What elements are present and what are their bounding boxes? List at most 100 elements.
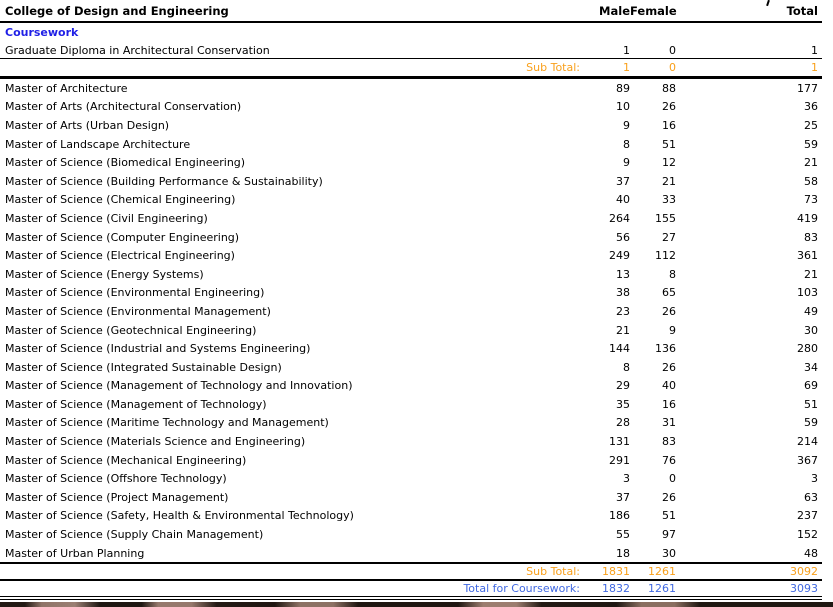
program-name: Master of Architecture	[5, 81, 128, 95]
table-row: Master of Science (Energy Systems) 13 8 21	[0, 265, 822, 284]
col-header-female: Female	[630, 3, 677, 18]
female-count: 136	[655, 342, 676, 356]
program-name: Master of Science (Management of Technol…	[5, 379, 353, 393]
female-count: 26	[662, 304, 676, 318]
male-count: 35	[616, 397, 630, 411]
female-count: 155	[655, 211, 676, 225]
total-count: 367	[797, 453, 818, 467]
male-count: 131	[609, 435, 630, 449]
table-row: Master of Arts (Architectural Conservati…	[0, 98, 822, 117]
program-name: Master of Science (Electrical Engineerin…	[5, 249, 235, 263]
table-row: Master of Science (Maritime Technology a…	[0, 414, 822, 433]
female-count: 26	[662, 360, 676, 374]
table-row: Master of Science (Chemical Engineering)…	[0, 191, 822, 210]
male-count: 29	[616, 379, 630, 393]
total-count: 21	[804, 267, 818, 281]
program-name: Master of Science (Energy Systems)	[5, 267, 204, 281]
table-row: Master of Arts (Urban Design) 9 16 25	[0, 116, 822, 135]
total-count: 25	[804, 118, 818, 132]
female-count: 1261	[648, 565, 676, 579]
male-count: 1	[623, 43, 630, 57]
female-count: 16	[662, 118, 676, 132]
female-count: 40	[662, 379, 676, 393]
female-count: 27	[662, 230, 676, 244]
male-count: 18	[616, 546, 630, 560]
program-name: Sub Total:	[526, 61, 580, 74]
male-count: 1831	[602, 565, 630, 579]
male-count: 1	[623, 61, 630, 74]
table-row: Master of Science (Project Management) 37…	[0, 488, 822, 507]
enrolment-table: College of Design and Engineering Male F…	[0, 0, 822, 601]
male-count: 37	[616, 174, 630, 188]
male-count: 55	[616, 528, 630, 542]
subtotal-row: Sub Total: 1 0 1	[0, 58, 822, 79]
program-name: Master of Science (Environmental Enginee…	[5, 286, 265, 300]
female-count: 0	[669, 43, 676, 57]
table-row: Master of Science (Building Performance …	[0, 172, 822, 191]
total-count: 1	[811, 43, 818, 57]
male-count: 89	[616, 81, 630, 95]
section-header-row: Coursework	[0, 23, 822, 42]
total-count: 361	[797, 249, 818, 263]
female-count: 33	[662, 193, 676, 207]
male-count: 38	[616, 286, 630, 300]
male-count: 23	[616, 304, 630, 318]
total-count: 3092	[790, 565, 818, 579]
female-count: 0	[669, 472, 676, 486]
female-count: 97	[662, 528, 676, 542]
table-row: Master of Urban Planning 18 30 48	[0, 544, 822, 563]
program-name: Master of Science (Geotechnical Engineer…	[5, 323, 257, 337]
female-count: 26	[662, 100, 676, 114]
female-count: 9	[669, 323, 676, 337]
table-row: Master of Science (Management of Technol…	[0, 377, 822, 396]
program-name: Master of Science (Industrial and System…	[5, 342, 311, 356]
table-row: Master of Architecture 89 88 177	[0, 79, 822, 98]
female-count: 30	[662, 546, 676, 560]
female-count: 26	[662, 490, 676, 504]
table-header: College of Design and Engineering Male F…	[0, 0, 822, 23]
cropped-next-section-strip	[0, 602, 833, 607]
total-count: 69	[804, 379, 818, 393]
male-count: 40	[616, 193, 630, 207]
male-count: 9	[623, 118, 630, 132]
female-count: 0	[669, 61, 676, 74]
female-count: 51	[662, 137, 676, 151]
table-row: Graduate Diploma in Architectural Conser…	[0, 42, 822, 58]
male-count: 13	[616, 267, 630, 281]
male-count: 3	[623, 472, 630, 486]
program-name: Master of Science (Integrated Sustainabl…	[5, 360, 282, 374]
total-count: 34	[804, 360, 818, 374]
total-count: 3093	[790, 581, 818, 595]
female-count: 21	[662, 174, 676, 188]
total-count: 51	[804, 397, 818, 411]
program-name: Master of Science (Mechanical Engineerin…	[5, 453, 247, 467]
program-name: Sub Total:	[526, 565, 580, 579]
total-count: 152	[797, 528, 818, 542]
total-count: 419	[797, 211, 818, 225]
program-name: Master of Science (Materials Science and…	[5, 435, 306, 449]
grand-total-row: Total for Coursework: 1832 1261 3093	[0, 581, 822, 595]
total-count: 48	[804, 546, 818, 560]
table-row: Master of Science (Environmental Managem…	[0, 302, 822, 321]
female-count: 83	[662, 435, 676, 449]
female-count: 76	[662, 453, 676, 467]
female-count: 16	[662, 397, 676, 411]
table-row: Master of Science (Offshore Technology) 3…	[0, 469, 822, 488]
section-label: Coursework	[5, 26, 79, 39]
program-name: Master of Science (Management of Technol…	[5, 397, 267, 411]
total-count: 177	[797, 81, 818, 95]
program-name: Master of Science (Civil Engineering)	[5, 211, 208, 225]
total-count: 280	[797, 342, 818, 356]
program-name: Master of Science (Project Management)	[5, 490, 229, 504]
total-count: 21	[804, 156, 818, 170]
program-name: Master of Arts (Architectural Conservati…	[5, 100, 242, 114]
total-count: 63	[804, 490, 818, 504]
total-count: 59	[804, 137, 818, 151]
female-count: 88	[662, 81, 676, 95]
program-name: Master of Science (Offshore Technology)	[5, 472, 227, 486]
female-count: 12	[662, 156, 676, 170]
table-row: Master of Science (Mechanical Engineerin…	[0, 451, 822, 470]
program-name: Master of Arts (Urban Design)	[5, 118, 170, 132]
table-row: Master of Science (Industrial and System…	[0, 339, 822, 358]
